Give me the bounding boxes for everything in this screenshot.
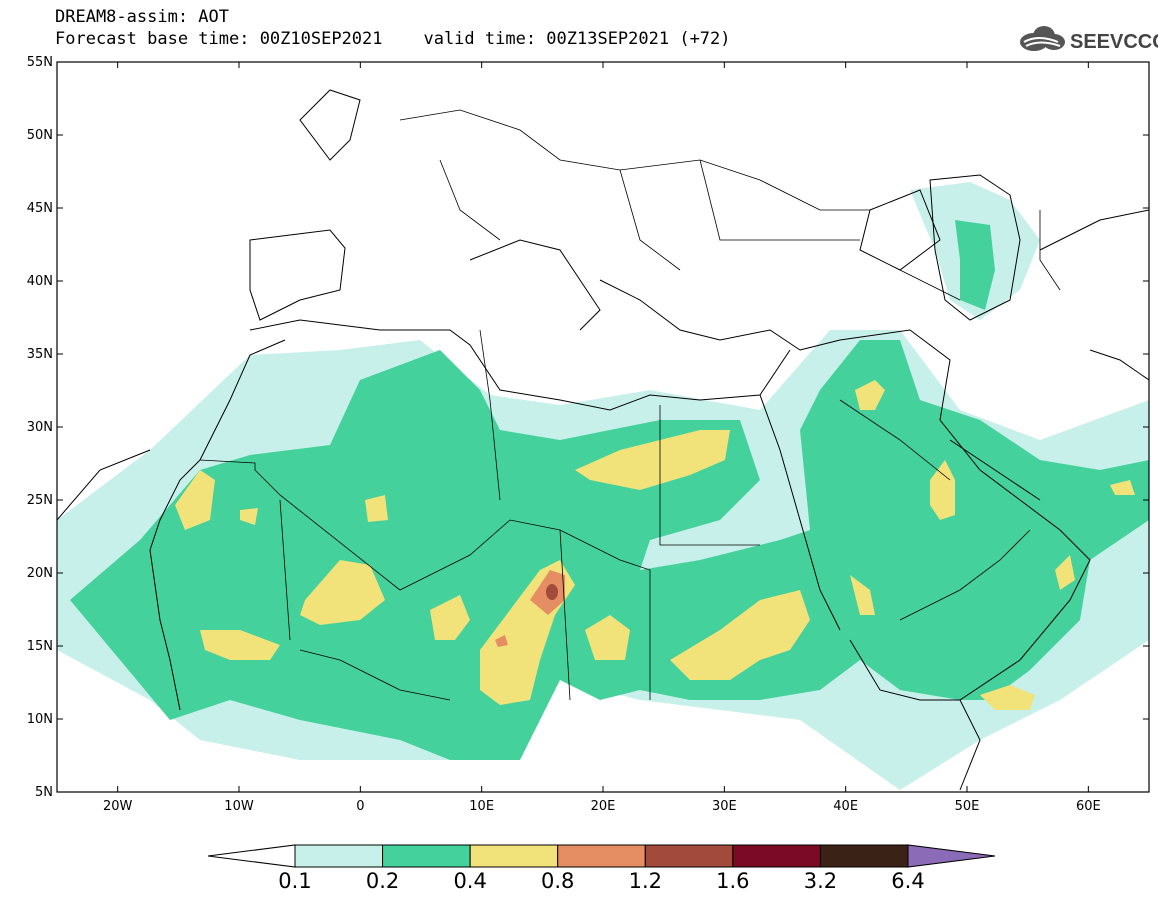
colorbar-level-label: 0.8 — [541, 869, 575, 893]
lat-tick-label: 30N — [27, 420, 53, 435]
colorbar-box — [294, 844, 384, 868]
colorbar-box — [819, 844, 909, 868]
colorbar-level-label: 1.2 — [628, 869, 662, 893]
colorbar-level-label: 1.6 — [716, 869, 750, 893]
colorbar-over-arrow — [907, 844, 996, 868]
lat-tick-label: 35N — [27, 347, 53, 362]
cloud-icon: SEEVCCC — [1020, 26, 1165, 53]
lat-tick-label: 55N — [27, 55, 53, 70]
lat-tick-label: 50N — [27, 128, 53, 143]
coastlines — [57, 89, 1149, 791]
lon-tick-label: 10W — [224, 799, 254, 814]
latitude-axis: 55N 50N 45N 40N 35N 30N 25N 20N 15N 10N 5N — [27, 55, 1149, 800]
lon-tick-label: 40E — [833, 799, 858, 814]
colorbar-level-label: 3.2 — [803, 869, 838, 893]
seevccc-logo: SEEVCCC — [1018, 22, 1165, 56]
colorbar-box — [469, 844, 559, 868]
base-time: Forecast base time: 00Z10SEP2021 — [55, 29, 383, 49]
time-info: Forecast base time: 00Z10SEP2021 valid t… — [55, 29, 731, 49]
lat-tick-label: 10N — [27, 712, 53, 727]
lon-tick-label: 0 — [356, 799, 364, 814]
lat-tick-label: 45N — [27, 201, 53, 216]
colorbar-level-label: 0.2 — [365, 869, 400, 893]
lon-tick-label: 10E — [469, 799, 494, 814]
logo-text: SEEVCCC — [1070, 31, 1158, 53]
lon-tick-label: 60E — [1076, 799, 1101, 814]
colorbar — [207, 844, 996, 868]
map-title: DREAM8-assim: AOT — [55, 7, 229, 27]
colorbar-box — [382, 844, 471, 868]
lat-tick-label: 40N — [27, 274, 53, 289]
colorbar-box — [732, 844, 821, 868]
longitude-axis: 20W 10W 0 10E 20E 30E 40E 50E 60E — [103, 62, 1101, 814]
colorbar-under-arrow — [207, 844, 296, 868]
borders — [199, 109, 1061, 701]
colorbar-box — [644, 844, 734, 868]
lat-tick-label: 5N — [35, 785, 53, 800]
lon-tick-label: 50E — [955, 799, 980, 814]
colorbar-level-label: 6.4 — [891, 869, 925, 893]
valid-time: valid time: 00Z13SEP2021 (+72) — [423, 29, 731, 49]
lon-tick-label: 20W — [103, 799, 133, 814]
lat-tick-label: 15N — [27, 639, 53, 654]
lat-tick-label: 20N — [27, 566, 53, 581]
lon-tick-label: 20E — [591, 799, 616, 814]
lat-tick-label: 25N — [27, 493, 53, 508]
colorbar-level-label: 0.4 — [453, 869, 487, 893]
aot-level-1.2 — [546, 584, 558, 600]
aot-level-0.2 — [70, 220, 1149, 760]
colorbar-box — [557, 844, 646, 868]
lon-tick-label: 30E — [712, 799, 737, 814]
colorbar-level-label: 0.1 — [278, 869, 312, 893]
